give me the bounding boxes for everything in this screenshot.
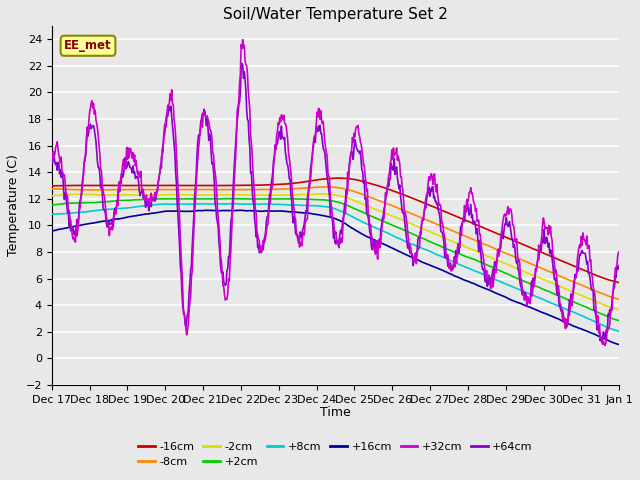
Legend: -16cm, -8cm, -2cm, +2cm, +8cm, +16cm, +32cm, +64cm: -16cm, -8cm, -2cm, +2cm, +8cm, +16cm, +3… (134, 437, 537, 472)
Text: EE_met: EE_met (64, 39, 112, 52)
Y-axis label: Temperature (C): Temperature (C) (7, 155, 20, 256)
X-axis label: Time: Time (320, 406, 351, 419)
Title: Soil/Water Temperature Set 2: Soil/Water Temperature Set 2 (223, 7, 448, 22)
